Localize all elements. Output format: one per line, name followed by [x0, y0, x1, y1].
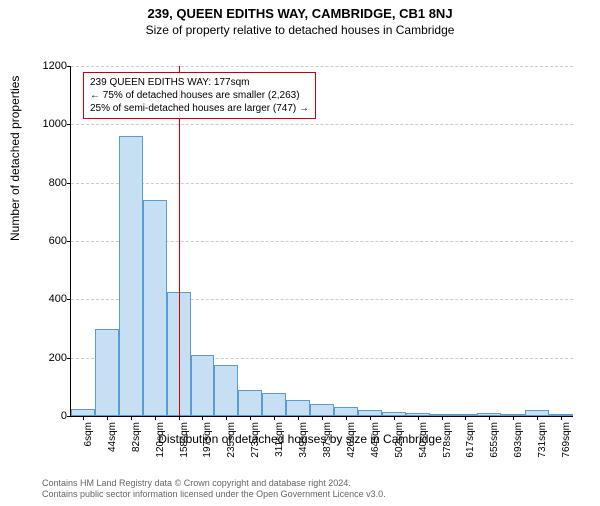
ytick-mark	[67, 416, 71, 417]
xtick-mark	[394, 416, 395, 420]
xtick-mark	[322, 416, 323, 420]
xtick-mark	[465, 416, 466, 420]
histogram-bar	[334, 407, 358, 416]
ytick-mark	[67, 183, 71, 184]
chart-container: 239 QUEEN EDITHS WAY: 177sqm ← 75% of de…	[52, 66, 572, 416]
ytick-label: 800	[35, 177, 67, 189]
xtick-mark	[561, 416, 562, 420]
annotation-box: 239 QUEEN EDITHS WAY: 177sqm ← 75% of de…	[83, 72, 316, 119]
histogram-bar	[191, 355, 215, 416]
xtick-mark	[346, 416, 347, 420]
xtick-mark	[513, 416, 514, 420]
histogram-bar	[71, 409, 95, 416]
histogram-bar	[119, 136, 143, 416]
ytick-mark	[67, 241, 71, 242]
annot-line3: 25% of semi-detached houses are larger (…	[90, 102, 309, 115]
xtick-mark	[489, 416, 490, 420]
xtick-mark	[274, 416, 275, 420]
xtick-mark	[155, 416, 156, 420]
annot-line2: ← 75% of detached houses are smaller (2,…	[90, 89, 309, 102]
xtick-mark	[83, 416, 84, 420]
xtick-mark	[107, 416, 108, 420]
xtick-mark	[370, 416, 371, 420]
ytick-mark	[67, 124, 71, 125]
histogram-bar	[95, 329, 119, 417]
footer: Contains HM Land Registry data © Crown c…	[42, 478, 386, 500]
ytick-label: 0	[35, 410, 67, 422]
ytick-mark	[67, 299, 71, 300]
y-axis-label: Number of detached properties	[8, 76, 22, 241]
page-subtitle: Size of property relative to detached ho…	[0, 23, 600, 37]
histogram-bar	[310, 404, 334, 416]
gridline	[71, 124, 573, 125]
gridline	[71, 183, 573, 184]
histogram-bar	[286, 400, 310, 416]
ytick-label: 1000	[35, 118, 67, 130]
annot-line1: 239 QUEEN EDITHS WAY: 177sqm	[90, 76, 309, 89]
xtick-mark	[537, 416, 538, 420]
xtick-mark	[250, 416, 251, 420]
histogram-bar	[143, 200, 167, 416]
plot-area: 239 QUEEN EDITHS WAY: 177sqm ← 75% of de…	[70, 66, 573, 417]
xtick-mark	[442, 416, 443, 420]
ytick-label: 200	[35, 352, 67, 364]
footer-line2: Contains public sector information licen…	[42, 489, 386, 500]
xtick-mark	[226, 416, 227, 420]
ytick-mark	[67, 66, 71, 67]
ytick-label: 600	[35, 235, 67, 247]
ytick-mark	[67, 358, 71, 359]
xtick-mark	[202, 416, 203, 420]
gridline	[71, 66, 573, 67]
histogram-bar	[262, 393, 286, 416]
x-axis-label: Distribution of detached houses by size …	[0, 432, 600, 446]
ytick-label: 1200	[35, 60, 67, 72]
ytick-label: 400	[35, 293, 67, 305]
footer-line1: Contains HM Land Registry data © Crown c…	[42, 478, 386, 489]
xtick-mark	[298, 416, 299, 420]
histogram-bar	[214, 365, 238, 416]
xtick-mark	[131, 416, 132, 420]
page-title: 239, QUEEN EDITHS WAY, CAMBRIDGE, CB1 8N…	[0, 6, 600, 21]
xtick-mark	[418, 416, 419, 420]
histogram-bar	[238, 390, 262, 416]
xtick-mark	[179, 416, 180, 420]
